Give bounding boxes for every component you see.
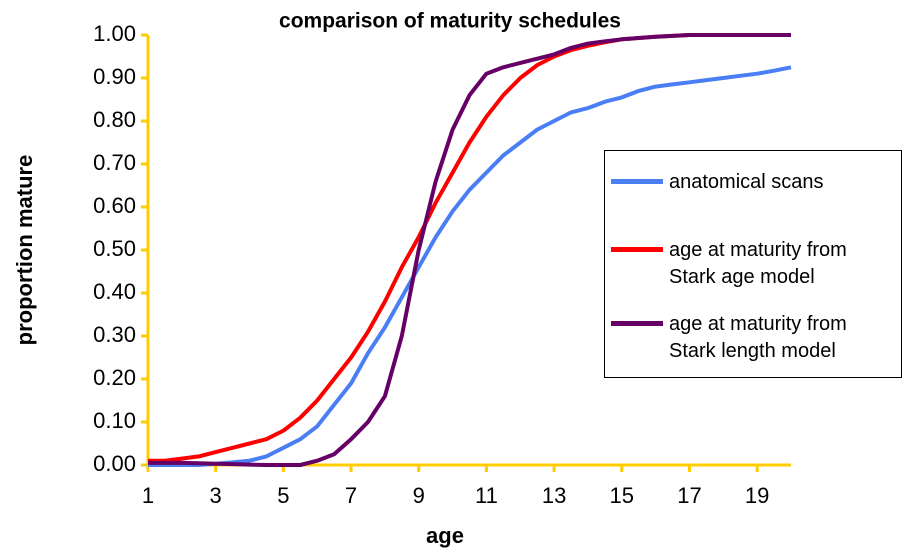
x-tick-label: 15 bbox=[610, 483, 634, 508]
legend-entry: anatomical scans bbox=[611, 169, 889, 196]
y-tick-label: 0.90 bbox=[93, 64, 136, 89]
legend-swatch bbox=[611, 321, 663, 326]
y-tick-label: 0.50 bbox=[93, 236, 136, 261]
y-tick-label: 0.40 bbox=[93, 279, 136, 304]
y-tick-label: 1.00 bbox=[93, 21, 136, 46]
legend: anatomical scans age at maturity from Sta… bbox=[604, 150, 902, 378]
x-tick-label: 17 bbox=[677, 483, 701, 508]
x-tick-label: 5 bbox=[277, 483, 289, 508]
legend-swatch bbox=[611, 247, 663, 252]
y-tick-label: 0.60 bbox=[93, 193, 136, 218]
legend-swatch bbox=[611, 179, 663, 184]
chart-title: comparison of maturity schedules bbox=[279, 10, 621, 33]
x-axis-label: age bbox=[426, 523, 464, 548]
y-axis-label: proportion mature bbox=[12, 155, 37, 346]
x-tick-label: 13 bbox=[542, 483, 566, 508]
y-tick-label: 0.20 bbox=[93, 365, 136, 390]
x-tick-label: 19 bbox=[745, 483, 769, 508]
x-tick-label: 11 bbox=[475, 483, 498, 508]
legend-label: anatomical scans bbox=[669, 171, 824, 193]
y-tick-label: 0.70 bbox=[93, 150, 136, 175]
series-line bbox=[148, 65, 792, 467]
legend-entry: age at maturity from Stark age model bbox=[611, 237, 889, 291]
y-tick-label: 0.30 bbox=[93, 322, 136, 347]
series-line bbox=[148, 33, 791, 467]
x-tick-label: 1 bbox=[142, 483, 154, 508]
x-tick-label: 9 bbox=[413, 483, 425, 508]
y-tick-label: 0.10 bbox=[93, 408, 136, 433]
x-tick-label: 7 bbox=[345, 483, 357, 508]
y-tick-label: 0.00 bbox=[93, 451, 136, 476]
legend-label: age at maturity from Stark age model bbox=[669, 239, 847, 288]
legend-label: age at maturity from Stark length model bbox=[669, 313, 847, 362]
y-tick-label: 0.80 bbox=[93, 107, 136, 132]
legend-entry: age at maturity from Stark length model bbox=[611, 311, 889, 365]
x-tick-label: 3 bbox=[210, 483, 222, 508]
